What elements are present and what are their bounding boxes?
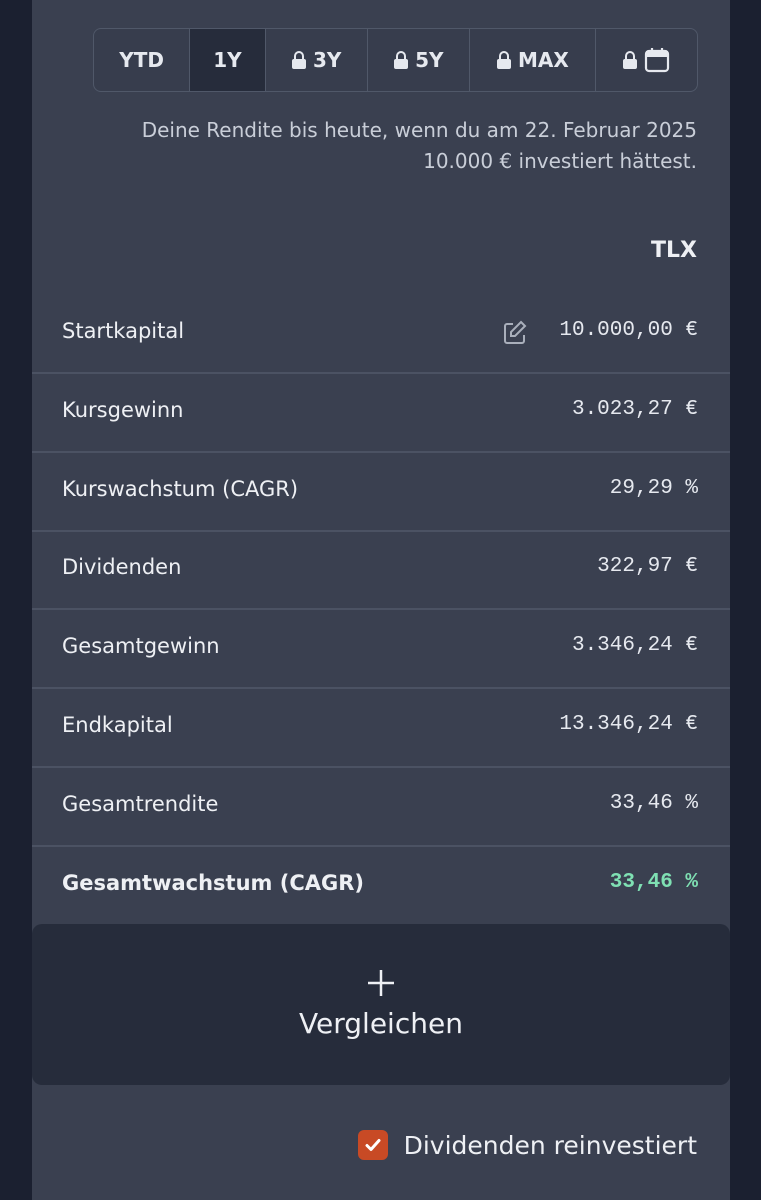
lock-icon	[623, 51, 638, 69]
intro-line: Deine Rendite bis heute, wenn du am 22. …	[141, 118, 697, 142]
checkbox[interactable]	[357, 1130, 388, 1160]
row-value: 3.346,24 €	[571, 634, 698, 658]
tab-label: 3Y	[312, 48, 342, 72]
tab[interactable]: 3Y	[266, 29, 368, 91]
result-row: Gesamtrendite 33,46 %	[32, 767, 730, 847]
tab[interactable]: YTD	[94, 29, 191, 91]
row-value: 3.023,27 €	[571, 397, 698, 421]
tab-calendar[interactable]	[596, 29, 697, 91]
lock-icon	[291, 51, 306, 69]
column-header: TLX	[651, 238, 697, 263]
row-value: 322,97 €	[597, 555, 698, 579]
checkbox-label: Dividenden reinvestiert	[403, 1130, 697, 1160]
row-label: Endkapital	[62, 713, 173, 737]
tab-label: YTD	[119, 48, 164, 72]
intro-line: 10.000 € investiert hättest.	[423, 149, 697, 173]
row-label: Gesamtrendite	[62, 791, 219, 816]
result-row: Startkapital 10.000,00 €	[32, 294, 730, 374]
tab-label: 5Y	[415, 48, 444, 72]
tab-label: MAX	[517, 48, 569, 72]
tab[interactable]: 5Y	[368, 29, 470, 91]
check-icon	[365, 1139, 381, 1151]
lock-icon	[496, 51, 511, 69]
result-row: Kurswachstum (CAGR) 29,29 %	[32, 452, 730, 532]
row-label: Startkapital	[62, 319, 185, 343]
row-label: Kursgewinn	[62, 397, 184, 422]
row-value: 29,29 %	[609, 476, 698, 500]
result-row: Kursgewinn 3.023,27 €	[32, 373, 730, 453]
row-label: Gesamtwachstum (CAGR)	[62, 870, 364, 895]
result-row: Gesamtgewinn 3.346,24 €	[32, 609, 730, 690]
plus-icon	[368, 970, 394, 996]
row-label: Dividenden	[62, 555, 182, 580]
row-value: 10.000,00 €	[559, 319, 698, 342]
row-label: Kurswachstum (CAGR)	[62, 476, 299, 501]
row-value: 33,46 %	[609, 870, 698, 894]
compare-label: Vergleichen	[299, 1007, 463, 1040]
tab-label: 1Y	[213, 48, 242, 72]
result-row: Dividenden 322,97 €	[32, 530, 730, 611]
tab[interactable]: MAX	[470, 29, 596, 91]
compare-button[interactable]	[32, 924, 730, 1085]
edit-icon[interactable]	[502, 320, 528, 346]
lock-icon	[394, 51, 409, 69]
row-value: 13.346,24 €	[559, 713, 698, 736]
calendar-icon	[645, 48, 670, 73]
result-row: Endkapital 13.346,24 €	[32, 688, 730, 768]
row-label: Gesamtgewinn	[62, 634, 220, 659]
row-value: 33,46 %	[609, 791, 698, 815]
result-row: Gesamtwachstum (CAGR) 33,46 %	[32, 846, 730, 924]
tab[interactable]: 1Y	[190, 29, 266, 91]
reinvest-checkbox[interactable]: Dividenden reinvestiert	[357, 1130, 697, 1160]
period-tabs: YTD 1Y 3Y 5Y MAX	[93, 28, 698, 92]
